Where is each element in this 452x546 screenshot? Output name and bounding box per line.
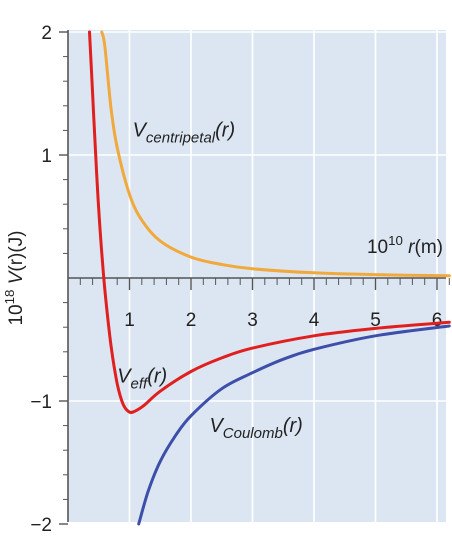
x-tick-label: 1 bbox=[124, 310, 135, 331]
y-tick-label: 1 bbox=[41, 146, 52, 167]
effective-potential-label: Veff(r) bbox=[117, 366, 167, 393]
x-tick-label: 4 bbox=[309, 310, 320, 331]
y-axis-title: 1018 V(r)(J) bbox=[2, 230, 27, 325]
curves bbox=[88, 30, 451, 526]
x-tick-label: 6 bbox=[432, 310, 443, 331]
curve-labels: Vcentripetal(r) Veff(r) VCoulomb(r) bbox=[117, 120, 303, 442]
y-tick-label: 2 bbox=[41, 23, 52, 44]
x-axis-title: 1010 r(m) bbox=[367, 233, 443, 258]
x-tick-label: 2 bbox=[186, 310, 197, 331]
coulomb-curve bbox=[137, 324, 451, 526]
centripetal-curve bbox=[100, 30, 451, 278]
coulomb-label: VCoulomb(r) bbox=[209, 415, 302, 442]
x-tick-label: 3 bbox=[247, 310, 258, 331]
y-tick-label: −2 bbox=[30, 515, 52, 536]
axes bbox=[67, 30, 446, 522]
y-tick-label: −1 bbox=[30, 392, 52, 413]
x-tick-label: 5 bbox=[370, 310, 381, 331]
centripetal-label: Vcentripetal(r) bbox=[133, 120, 236, 147]
tick-labels: 1 2 3 4 5 6 2 1 −1 −2 bbox=[30, 23, 442, 536]
effective-potential-curve bbox=[88, 30, 451, 415]
